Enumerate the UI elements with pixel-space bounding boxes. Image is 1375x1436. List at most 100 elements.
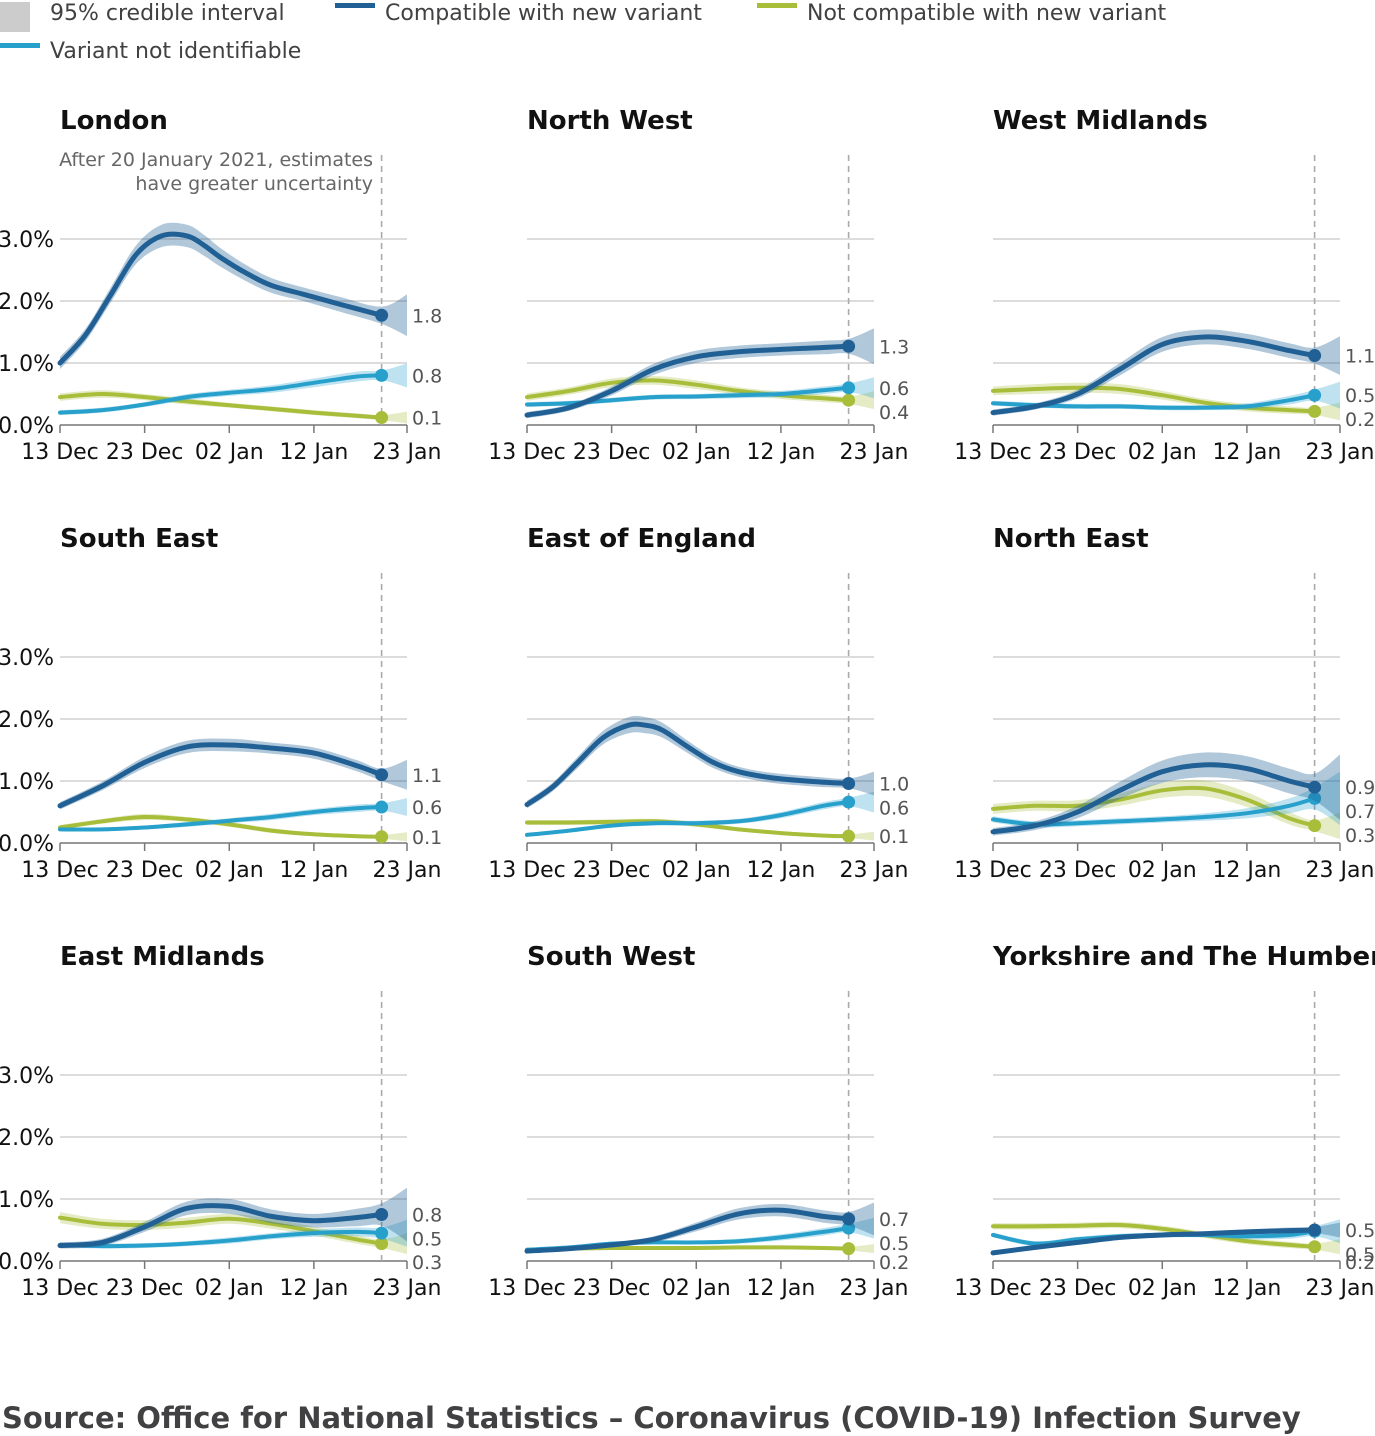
- end-point: [842, 829, 856, 843]
- series-line: [990, 762, 1318, 835]
- panel-title: South West: [527, 942, 695, 972]
- series-line: [524, 721, 852, 808]
- x-axis: 13 Dec 23 Dec 02 Jan 12 Jan 23 Jan: [488, 842, 908, 883]
- end-point: [375, 411, 389, 425]
- end-value-label: 0.6: [879, 797, 909, 819]
- end-point: [842, 339, 856, 353]
- y-tick-label: 2.0%: [0, 290, 54, 315]
- annotation-line-2: have greater uncertainty: [135, 173, 373, 195]
- end-value-label: 0.3: [412, 1252, 442, 1274]
- ci-band: [60, 1212, 407, 1255]
- x-tick-label: 02 Jan: [195, 858, 264, 883]
- end-value-label: 1.1: [1345, 346, 1375, 368]
- end-value-label: 1.3: [879, 336, 909, 358]
- series-line: [991, 1222, 1317, 1249]
- x-axis: 13 Dec 23 Dec 02 Jan 12 Jan 23 Jan: [954, 842, 1374, 883]
- panel-east-of-england: East of England 13 Dec 23 Dec 02 Jan 12 Jan 2…: [488, 524, 909, 883]
- x-tick-label: 13 Dec: [488, 440, 566, 465]
- x-tick-label: 13 Dec: [21, 1276, 99, 1301]
- x-tick-label: 23 Dec: [573, 1276, 651, 1301]
- panel-north-east: North East 13 Dec 23 Dec 02 Jan 12 Jan 23 Jan…: [954, 524, 1375, 883]
- y-tick-label: 2.0%: [0, 708, 54, 733]
- series-compatible: [524, 715, 874, 809]
- end-point: [375, 308, 389, 322]
- series-not-identifiable: [58, 798, 407, 832]
- x-axis: 13 Dec 23 Dec 02 Jan 12 Jan 23 Jan: [488, 1260, 909, 1301]
- end-value-label: 0.1: [412, 408, 442, 430]
- series-compatible: [524, 1202, 874, 1254]
- panel-title: London: [60, 106, 168, 136]
- y-tick-label: 3.0%: [0, 1064, 54, 1089]
- x-tick-label: 12 Jan: [746, 858, 815, 883]
- series-line: [524, 1207, 852, 1254]
- legend-compatible-label: Compatible with new variant: [385, 1, 702, 26]
- end-value-label: 0.6: [412, 797, 442, 819]
- x-axis: 13 Dec 23 Dec 02 Jan 12 Jan 23 Jan: [954, 424, 1374, 465]
- end-point: [1308, 1240, 1322, 1254]
- x-tick-label: 02 Jan: [662, 1276, 731, 1301]
- x-tick-label: 23 Dec: [573, 440, 651, 465]
- series-compatible: [990, 1222, 1340, 1256]
- end-labels: 1.1 0.6 0.1: [412, 765, 442, 849]
- x-axis: 13 Dec 23 Dec 02 Jan 12 Jan 23 Jan: [954, 1260, 1374, 1301]
- end-value-label: 0.2: [879, 1252, 909, 1274]
- cutoff-annotation: After 20 January 2021, estimates have gr…: [59, 149, 373, 195]
- series-line: [57, 742, 385, 809]
- end-labels: 1.8 0.8 0.1: [412, 305, 442, 429]
- y-tick-label: 0.0%: [0, 832, 54, 857]
- end-point: [1308, 819, 1322, 833]
- x-tick-label: 02 Jan: [662, 858, 731, 883]
- end-point: [842, 381, 856, 395]
- x-tick-label: 23 Dec: [1039, 1276, 1117, 1301]
- y-tick-label: 3.0%: [0, 646, 54, 671]
- end-value-label: 0.3: [1345, 825, 1375, 847]
- legend-not-compatible-swatch: [757, 3, 797, 8]
- x-tick-label: 12 Jan: [1212, 858, 1281, 883]
- series-compatible: [57, 738, 407, 810]
- end-point: [842, 776, 856, 790]
- y-axis: [993, 1074, 1340, 1200]
- end-value-label: 0.2: [1345, 409, 1375, 431]
- end-point: [375, 1208, 389, 1221]
- end-point: [1308, 404, 1322, 418]
- series-line: [57, 231, 385, 366]
- series-compatible: [57, 222, 407, 370]
- legend-not-identifiable-label: Variant not identifiable: [50, 39, 301, 64]
- end-point: [375, 1237, 389, 1251]
- end-labels: 0.70.50.2: [879, 1209, 909, 1274]
- x-tick-label: 23 Dec: [1039, 440, 1117, 465]
- end-point: [842, 1221, 856, 1235]
- end-point: [842, 1242, 856, 1256]
- series-compatible: [990, 329, 1340, 416]
- ci-band: [993, 752, 1340, 836]
- legend-compatible-swatch: [335, 3, 375, 8]
- x-tick-label: 13 Dec: [954, 440, 1032, 465]
- end-value-label: 0.4: [879, 402, 909, 424]
- end-value-label: 0.5: [1345, 385, 1375, 407]
- x-tick-label: 23 Jan: [840, 1276, 909, 1301]
- end-value-label: 0.5: [1345, 1220, 1375, 1242]
- panel-east-midlands: East Midlands 0.0% 1.0% 2.0% 3.0% 13 Dec 23 De…: [0, 942, 442, 1301]
- end-labels: 0.80.50.3: [412, 1205, 442, 1275]
- x-tick-label: 13 Dec: [488, 858, 566, 883]
- panel-north-west: North West 13 Dec 23 Dec 02 Jan 12 Jan 23 Jan…: [488, 106, 909, 465]
- series-line: [525, 800, 851, 837]
- series-line: [991, 385, 1317, 414]
- ci-band: [993, 381, 1340, 411]
- ci-band: [60, 738, 407, 810]
- legend-ci-swatch: [0, 2, 30, 32]
- x-tick-label: 12 Jan: [746, 1276, 815, 1301]
- x-tick-label: 02 Jan: [195, 1276, 264, 1301]
- y-tick-label: 1.0%: [0, 770, 54, 795]
- panel-west-midlands: West Midlands 13 Dec 23 Dec 02 Jan 12 Jan 23 …: [954, 106, 1375, 465]
- panel-title: East of England: [527, 524, 756, 554]
- x-tick-label: 13 Dec: [21, 858, 99, 883]
- series-not-compatible: [525, 375, 874, 410]
- legend-not-compatible-label: Not compatible with new variant: [807, 1, 1167, 26]
- series-line: [991, 785, 1317, 828]
- x-tick-label: 13 Dec: [21, 440, 99, 465]
- x-tick-label: 23 Jan: [840, 440, 909, 465]
- y-tick-label: 0.0%: [0, 414, 54, 439]
- end-value-label: 0.1: [879, 826, 909, 848]
